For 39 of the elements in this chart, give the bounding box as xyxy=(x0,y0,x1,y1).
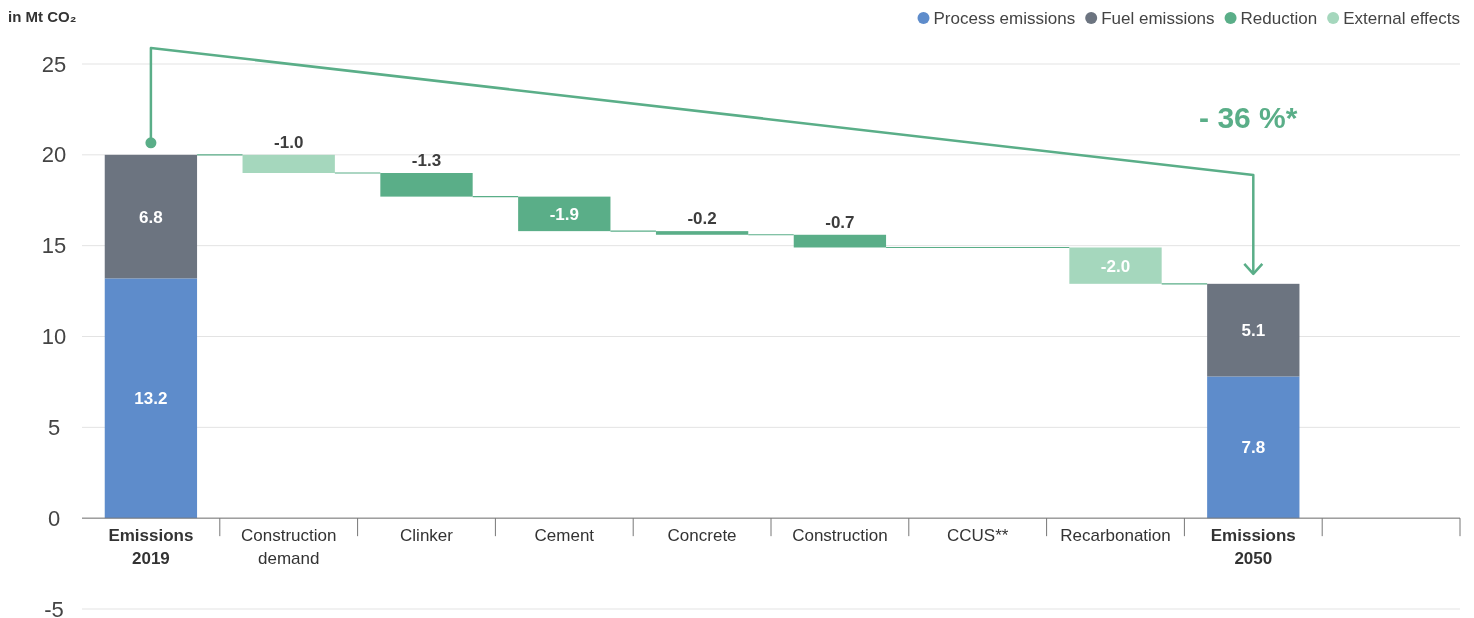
bar xyxy=(104,278,198,519)
x-tick-label: Concrete xyxy=(667,526,737,546)
x-tick-label: Construction xyxy=(792,526,888,546)
y-tick-label: 20 xyxy=(41,142,67,168)
legend-label: Reduction xyxy=(1240,9,1318,28)
x-tick-label: CCUS** xyxy=(947,526,1009,546)
y-tick-label: 15 xyxy=(41,233,67,259)
legend-label: Fuel emissions xyxy=(1101,9,1215,28)
x-tick-label: Clinker xyxy=(400,526,454,546)
bar xyxy=(104,154,198,279)
y-tick-label: -5 xyxy=(44,596,64,618)
data-label: 6.8 xyxy=(139,207,163,227)
data-label: 5.1 xyxy=(1241,321,1266,341)
legend-label: External effects xyxy=(1343,9,1460,28)
data-label: 7.8 xyxy=(1241,438,1266,458)
data-label: 13.2 xyxy=(134,389,168,409)
data-label: -1.3 xyxy=(411,151,442,170)
data-label: -0.2 xyxy=(687,209,717,229)
data-label: -1.9 xyxy=(549,204,579,224)
data-label: -1.0 xyxy=(274,132,304,152)
bar xyxy=(793,234,887,248)
legend-label: Process emissions xyxy=(933,9,1076,28)
bar xyxy=(242,154,335,173)
x-tick-label: Recarbonation xyxy=(1060,526,1171,546)
bar xyxy=(1207,283,1300,377)
y-tick-label: 0 xyxy=(47,505,61,531)
data-label: -0.7 xyxy=(825,212,855,232)
bar xyxy=(1207,376,1300,519)
y-tick-label: 5 xyxy=(47,414,61,440)
x-tick-label: Cement xyxy=(534,526,595,546)
x-tick-label: Emissions 2050 xyxy=(1210,526,1296,569)
annotation: - 36 %* xyxy=(1199,101,1298,134)
y-axis-title: in Mt CO₂ xyxy=(8,8,77,25)
y-tick-label: 25 xyxy=(41,51,67,77)
x-tick-label: Emissions 2019 xyxy=(108,526,194,569)
x-tick-label: Construction demand xyxy=(240,526,337,569)
y-tick-label: 10 xyxy=(41,324,67,350)
data-label: -2.0 xyxy=(1100,256,1131,276)
bar xyxy=(1069,247,1162,284)
